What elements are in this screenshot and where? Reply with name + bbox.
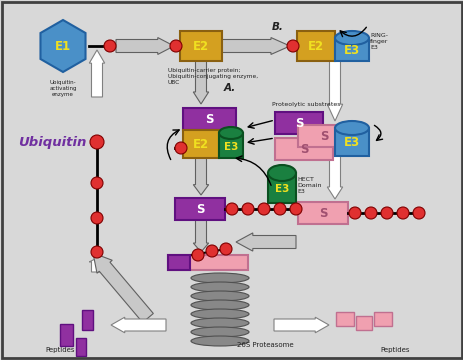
Bar <box>334 38 368 61</box>
Ellipse shape <box>191 327 249 337</box>
FancyArrow shape <box>193 61 208 104</box>
Ellipse shape <box>191 309 249 319</box>
Bar <box>168 255 189 270</box>
Text: A.: A. <box>224 83 236 93</box>
Circle shape <box>348 207 360 219</box>
Bar <box>275 112 322 134</box>
Circle shape <box>257 203 269 215</box>
FancyArrow shape <box>326 61 342 121</box>
Circle shape <box>289 203 301 215</box>
Ellipse shape <box>191 282 249 292</box>
Bar <box>268 173 295 203</box>
Circle shape <box>206 245 218 257</box>
Bar <box>219 133 243 158</box>
Bar <box>168 255 247 270</box>
Circle shape <box>91 246 103 258</box>
Ellipse shape <box>191 318 249 328</box>
Bar <box>355 316 371 330</box>
Bar <box>297 202 347 224</box>
Text: S: S <box>318 207 326 220</box>
Bar <box>180 31 221 61</box>
Circle shape <box>225 203 238 215</box>
Circle shape <box>104 40 116 52</box>
Circle shape <box>169 40 181 52</box>
Bar <box>60 324 73 346</box>
FancyArrow shape <box>236 233 295 251</box>
Text: B.: B. <box>271 22 283 32</box>
Circle shape <box>364 207 376 219</box>
Circle shape <box>287 40 298 52</box>
Bar <box>275 138 332 160</box>
FancyArrow shape <box>274 317 328 333</box>
Text: E3: E3 <box>343 135 359 149</box>
Circle shape <box>192 249 204 261</box>
Text: S: S <box>294 117 303 130</box>
Bar <box>334 128 368 156</box>
Text: 26S Proteasome: 26S Proteasome <box>236 342 293 348</box>
Bar <box>82 310 93 330</box>
Bar <box>335 312 353 326</box>
Text: E3: E3 <box>274 184 288 194</box>
Circle shape <box>242 203 253 215</box>
FancyArrow shape <box>326 156 342 199</box>
Circle shape <box>90 135 104 149</box>
Circle shape <box>175 142 187 154</box>
Text: S: S <box>319 130 327 143</box>
FancyArrow shape <box>111 317 166 333</box>
FancyArrow shape <box>193 220 208 252</box>
Circle shape <box>412 207 424 219</box>
Text: E3: E3 <box>343 44 359 57</box>
FancyArrow shape <box>116 37 174 54</box>
Circle shape <box>219 243 232 255</box>
Bar <box>297 125 349 147</box>
Ellipse shape <box>268 165 295 181</box>
Text: Peptides: Peptides <box>379 347 409 353</box>
Bar <box>296 31 334 61</box>
FancyArrow shape <box>89 50 105 97</box>
Ellipse shape <box>191 291 249 301</box>
Circle shape <box>396 207 408 219</box>
FancyArrow shape <box>89 258 105 272</box>
Text: HECT
Domain
E3: HECT Domain E3 <box>296 177 321 194</box>
FancyArrow shape <box>221 37 289 54</box>
Circle shape <box>274 203 285 215</box>
Text: E1: E1 <box>55 40 71 53</box>
Text: Peptides: Peptides <box>45 347 75 353</box>
Text: Ubiquitin-
activating
enzyme: Ubiquitin- activating enzyme <box>49 80 76 96</box>
Ellipse shape <box>191 336 249 346</box>
Ellipse shape <box>219 127 243 139</box>
Text: Ubiquitin-carrier protein;
Ubiquitin-conjugating enzyme,
UBC: Ubiquitin-carrier protein; Ubiquitin-con… <box>168 68 257 85</box>
Ellipse shape <box>191 300 249 310</box>
Text: RING-
finger
E3: RING- finger E3 <box>369 33 388 50</box>
Text: Proteolytic substrates: Proteolytic substrates <box>271 102 340 107</box>
FancyArrow shape <box>193 158 208 195</box>
Polygon shape <box>40 20 85 72</box>
Circle shape <box>91 177 103 189</box>
Bar <box>182 130 219 158</box>
Circle shape <box>380 207 392 219</box>
Text: S: S <box>204 113 213 126</box>
Text: E3: E3 <box>223 142 238 152</box>
Bar <box>76 338 86 356</box>
Ellipse shape <box>191 273 249 283</box>
Text: S: S <box>299 143 307 156</box>
Bar <box>182 108 236 130</box>
Text: E2: E2 <box>307 40 323 53</box>
Ellipse shape <box>334 121 368 135</box>
FancyArrow shape <box>93 253 153 323</box>
Bar <box>373 312 391 326</box>
Circle shape <box>91 212 103 224</box>
Text: E2: E2 <box>193 138 209 150</box>
Ellipse shape <box>334 31 368 45</box>
Text: S: S <box>195 202 204 216</box>
Text: Ubiquitin: Ubiquitin <box>18 135 86 149</box>
Text: E2: E2 <box>193 40 209 53</box>
Bar <box>175 198 225 220</box>
